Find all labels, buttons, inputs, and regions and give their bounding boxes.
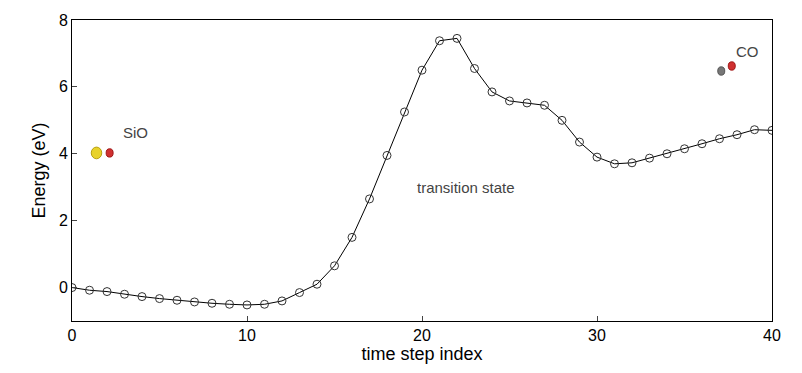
svg-text:30: 30 bbox=[588, 327, 606, 344]
svg-text:10: 10 bbox=[238, 327, 256, 344]
svg-text:0: 0 bbox=[59, 279, 68, 296]
svg-text:0: 0 bbox=[68, 327, 77, 344]
svg-text:8: 8 bbox=[59, 12, 68, 29]
svg-text:Energy (eV): Energy (eV) bbox=[29, 122, 49, 218]
svg-text:20: 20 bbox=[413, 327, 431, 344]
svg-text:transition state: transition state bbox=[417, 179, 515, 196]
svg-text:CO: CO bbox=[736, 43, 759, 60]
svg-text:SiO: SiO bbox=[123, 124, 148, 141]
svg-text:40: 40 bbox=[763, 327, 781, 344]
svg-text:6: 6 bbox=[59, 78, 68, 95]
svg-text:4: 4 bbox=[59, 145, 68, 162]
svg-text:2: 2 bbox=[59, 212, 68, 229]
svg-text:time step index: time step index bbox=[361, 344, 482, 364]
